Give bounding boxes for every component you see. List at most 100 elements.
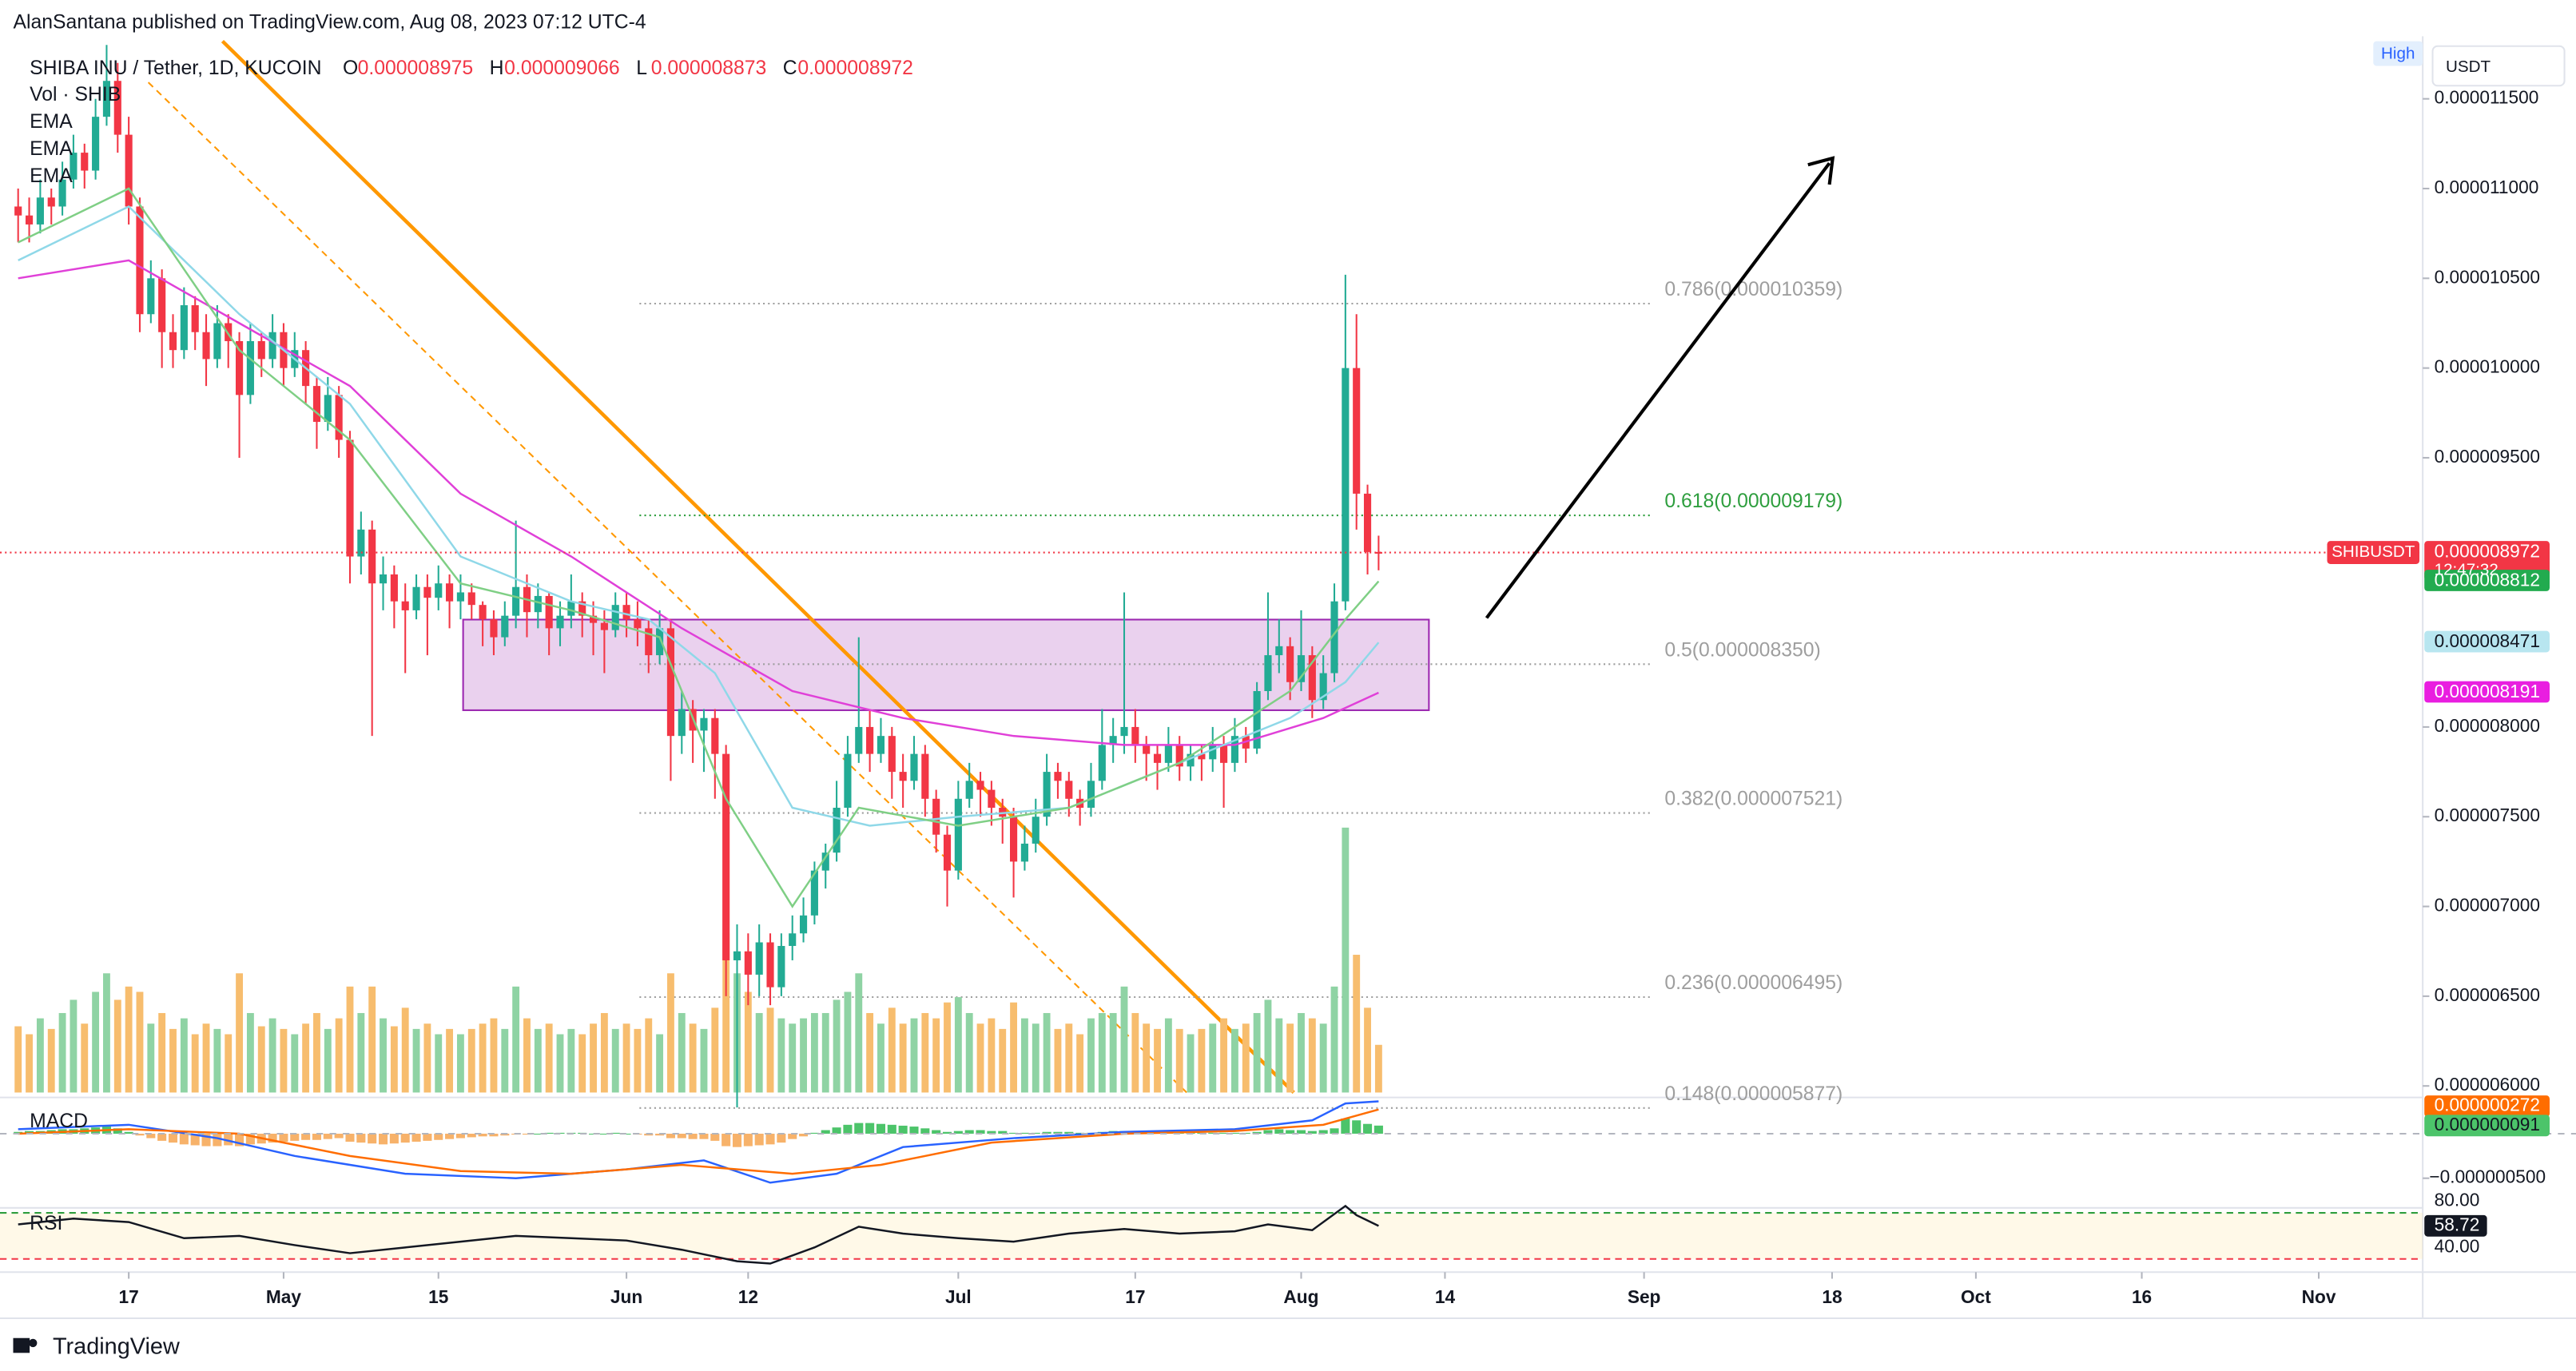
macd-histogram bbox=[345, 1133, 355, 1142]
volume-bar bbox=[1264, 999, 1272, 1093]
candle-body bbox=[1209, 745, 1217, 760]
scale-mode-badge[interactable] bbox=[2373, 41, 2423, 66]
volume-bar bbox=[999, 1028, 1007, 1093]
volume-bar bbox=[976, 1023, 984, 1093]
volume-bar bbox=[446, 1028, 454, 1093]
volume-bar bbox=[236, 973, 243, 1093]
y-tick-label: 0.000007500 bbox=[2435, 805, 2540, 825]
macd-histogram bbox=[1318, 1130, 1328, 1134]
currency[interactable]: USDT bbox=[2446, 58, 2491, 76]
candle-body bbox=[401, 601, 409, 610]
indicator-name: EMA bbox=[30, 138, 73, 160]
macd-line bbox=[18, 1108, 1379, 1175]
price-label: 0.000008972 bbox=[2435, 541, 2540, 562]
candle-body bbox=[357, 529, 365, 557]
candle-body bbox=[600, 622, 608, 630]
volume-bar bbox=[833, 999, 841, 1093]
ema-line bbox=[18, 259, 1379, 746]
candle-body bbox=[789, 933, 797, 946]
volume-bar bbox=[921, 1012, 929, 1093]
candle-body bbox=[1220, 745, 1228, 763]
y-tick-label: −0.000000500 bbox=[2429, 1166, 2546, 1187]
candle-body bbox=[312, 386, 321, 423]
fib-label: 0.236(0.000006495) bbox=[1664, 972, 1843, 994]
volume-bar bbox=[313, 1012, 320, 1093]
volume-bar bbox=[1242, 1023, 1250, 1093]
scale-mode[interactable]: High bbox=[2381, 45, 2415, 63]
ema-line bbox=[18, 205, 1380, 827]
volume-bar bbox=[1374, 1044, 1382, 1093]
macd-histogram bbox=[301, 1133, 311, 1140]
symbol-tag bbox=[2327, 541, 2420, 565]
macd-histogram bbox=[1064, 1131, 1074, 1134]
candle-body bbox=[1330, 601, 1338, 674]
candle-body bbox=[1198, 753, 1206, 760]
volume-bar bbox=[1319, 1023, 1327, 1093]
candle-body bbox=[988, 789, 996, 809]
candle-body bbox=[556, 615, 564, 629]
volume-bar bbox=[401, 1007, 409, 1093]
volume-bar bbox=[877, 1023, 885, 1093]
pane-name: RSI bbox=[30, 1213, 62, 1234]
x-tick-label: Jul bbox=[945, 1286, 972, 1307]
candle-body bbox=[943, 834, 952, 871]
macd-histogram bbox=[589, 1133, 598, 1135]
x-tick-label: 18 bbox=[1822, 1286, 1842, 1307]
candle-body bbox=[423, 586, 431, 598]
volume-bar bbox=[346, 986, 354, 1093]
volume-bar bbox=[744, 991, 752, 1093]
macd-histogram bbox=[821, 1130, 830, 1134]
candle-body bbox=[446, 583, 454, 602]
volume-bar bbox=[1187, 1034, 1195, 1093]
volume-bar bbox=[578, 1034, 586, 1093]
macd-histogram bbox=[312, 1133, 322, 1140]
volume-bar bbox=[1131, 1012, 1139, 1093]
candle-body bbox=[501, 615, 509, 638]
candle-body bbox=[1043, 772, 1051, 817]
candle-body bbox=[833, 808, 841, 853]
volume-bar bbox=[202, 1023, 210, 1093]
macd-histogram bbox=[1341, 1119, 1350, 1134]
volume-bar bbox=[1098, 1012, 1106, 1093]
volume-bar bbox=[1164, 1018, 1172, 1093]
macd-histogram bbox=[655, 1133, 665, 1136]
candle-body bbox=[567, 601, 575, 616]
pane-name: MACD bbox=[30, 1111, 88, 1132]
macd-histogram bbox=[1009, 1132, 1019, 1134]
candle-body bbox=[954, 798, 962, 871]
volume-bar bbox=[1353, 955, 1361, 1093]
macd-histogram bbox=[1307, 1131, 1317, 1134]
volume-bar bbox=[291, 1034, 299, 1093]
macd-histogram bbox=[722, 1133, 731, 1146]
macd-histogram bbox=[677, 1133, 686, 1139]
macd-histogram bbox=[964, 1130, 974, 1134]
volume-bar bbox=[180, 1018, 188, 1093]
candle-body bbox=[821, 852, 829, 871]
macd-histogram bbox=[201, 1133, 211, 1146]
candle-body bbox=[578, 601, 586, 616]
candle-body bbox=[324, 395, 332, 423]
x-tick-label: Nov bbox=[2302, 1286, 2336, 1307]
volume-bar bbox=[280, 1028, 288, 1093]
macd-histogram bbox=[124, 1131, 133, 1134]
volume-bar bbox=[1275, 1018, 1283, 1093]
macd-histogram bbox=[467, 1133, 476, 1138]
symbol-tag-label: SHIBUSDT bbox=[2332, 542, 2415, 561]
volume-bar bbox=[246, 1012, 254, 1093]
arrow-shaft bbox=[1485, 161, 1831, 619]
candle-body bbox=[479, 605, 487, 620]
volume-bar bbox=[512, 986, 520, 1093]
currency-box[interactable] bbox=[2431, 45, 2566, 87]
x-tick-label: 17 bbox=[1125, 1286, 1145, 1307]
macd-histogram bbox=[378, 1133, 388, 1145]
macd-histogram bbox=[455, 1133, 465, 1139]
macd-histogram bbox=[887, 1124, 896, 1134]
macd-histogram bbox=[157, 1133, 167, 1141]
candle-body bbox=[158, 278, 166, 332]
y-tick-label: 0.000011500 bbox=[2435, 87, 2539, 108]
y-tick-label: 40.00 bbox=[2435, 1235, 2480, 1256]
macd-histogram bbox=[754, 1133, 764, 1146]
volume-bar bbox=[634, 1028, 642, 1093]
volume-bar bbox=[169, 1028, 177, 1093]
candle-body bbox=[1010, 817, 1018, 862]
